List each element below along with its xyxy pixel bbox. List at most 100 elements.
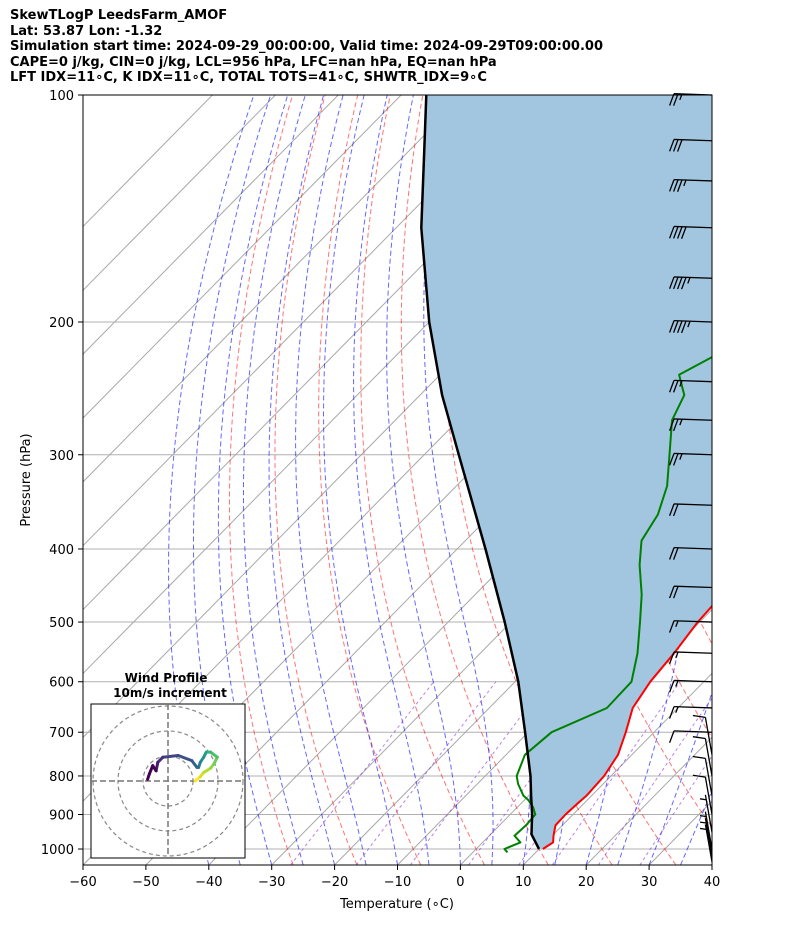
- y-tick-label: 1000: [41, 843, 74, 858]
- wind-barb: [668, 503, 713, 517]
- dry-adiabat: [781, 95, 794, 865]
- wind-barbs: [668, 93, 713, 862]
- parcel-line: [420, 95, 541, 850]
- hodograph-segment: [147, 764, 155, 776]
- wind-barb: [692, 714, 713, 755]
- dry-adiabat: [749, 95, 794, 865]
- header-time: Simulation start time: 2024-09-29_00:00:…: [10, 39, 603, 54]
- figure-header: SkewTLogP LeedsFarm_AMOF Lat: 53.87 Lon:…: [10, 8, 603, 86]
- wind-barb: [699, 824, 713, 862]
- x-tick-label: −20: [321, 875, 348, 890]
- hodograph: [91, 704, 245, 858]
- moist-adiabat: [617, 95, 694, 865]
- header-location: Lat: 53.87 Lon: -1.32: [10, 23, 163, 39]
- wind-barb: [668, 225, 713, 239]
- moist-adiabat: [680, 789, 712, 865]
- mixing-ratio-line: [551, 681, 681, 865]
- moist-adiabat: [193, 95, 272, 865]
- dry-adiabat: [274, 95, 358, 865]
- wind-barb: [668, 679, 713, 693]
- moist-adiabat: [423, 95, 494, 865]
- x-tick-label: −10: [384, 875, 411, 890]
- wind-profile-inset: Wind Profile 10m/s increment: [90, 671, 246, 859]
- inset-title: Wind Profile: [125, 671, 208, 685]
- y-tick-label: 800: [49, 770, 74, 785]
- x-tick-label: 0: [456, 875, 464, 890]
- wind-barb: [668, 276, 713, 290]
- dry-adiabat: [716, 95, 794, 865]
- mixing-ratio-line: [597, 697, 712, 865]
- y-tick-label: 200: [49, 316, 74, 331]
- profile-series: [420, 95, 712, 853]
- y-axis-label: Pressure (hPa): [19, 433, 34, 526]
- y-tick-label: 500: [49, 616, 74, 631]
- isotherm: [83, 95, 213, 228]
- wind-barb: [668, 651, 713, 665]
- isotherm: [83, 95, 528, 547]
- cape-cin-fill: [421, 95, 712, 849]
- dewpoint-line: [503, 355, 712, 853]
- wind-barb: [668, 452, 713, 466]
- y-tick-label: 700: [49, 726, 74, 741]
- x-tick-label: −60: [69, 875, 96, 890]
- wind-barb: [692, 736, 713, 777]
- y-tick-label: 300: [49, 449, 74, 464]
- wind-barb: [668, 320, 713, 334]
- moist-adiabat: [217, 95, 289, 865]
- mixing-ratio-line: [409, 681, 548, 865]
- wind-barb: [692, 774, 713, 815]
- y-axis-ticks: 1000 900 800 700 600 500 400 300 200 100: [41, 89, 83, 858]
- moist-adiabat: [711, 863, 712, 865]
- moist-adiabat: [243, 95, 306, 865]
- moist-adiabat: [648, 691, 712, 865]
- hodograph-segment: [176, 754, 194, 763]
- isotherm: [334, 481, 712, 865]
- header-title: SkewTLogP LeedsFarm_AMOF: [10, 8, 228, 23]
- moist-adiabat: [295, 95, 367, 865]
- wind-barb: [668, 730, 713, 743]
- wind-barb: [668, 705, 713, 719]
- header-stability: CAPE=0 j/kg, CIN=0 j/kg, LCL=956 hPa, LF…: [10, 54, 497, 70]
- wind-barb: [699, 811, 713, 850]
- mixing-ratio-line: [290, 681, 435, 865]
- wind-barb: [668, 620, 713, 633]
- isotherm: [775, 95, 794, 865]
- x-tick-label: 40: [704, 875, 721, 890]
- x-axis-ticks: −60 −50 −40 −30 −20 −10 0 10 20 30 40: [69, 865, 720, 890]
- wind-barb: [668, 585, 713, 599]
- y-tick-label: 600: [49, 676, 74, 691]
- moist-adiabat: [386, 95, 461, 865]
- moist-adiabat: [168, 95, 255, 865]
- x-tick-label: 20: [578, 875, 595, 890]
- isotherm: [522, 672, 712, 865]
- dry-adiabat: [360, 95, 485, 865]
- y-tick-label: 100: [49, 89, 74, 104]
- wind-barb: [668, 138, 713, 152]
- isotherm: [83, 95, 339, 355]
- mixing-ratio-line: [468, 681, 602, 865]
- isotherm: [711, 864, 712, 865]
- x-tick-label: −50: [132, 875, 159, 890]
- wind-barb: [692, 755, 713, 796]
- y-tick-label: 900: [49, 809, 74, 824]
- inset-subtitle: 10m/s increment: [113, 686, 227, 700]
- cin-area: [421, 95, 712, 849]
- x-tick-label: −30: [258, 875, 285, 890]
- dry-adiabat: [400, 95, 549, 865]
- header-indices: LFT IDX=11∘C, K IDX=11∘C, TOTAL TOTS=41∘…: [10, 70, 487, 85]
- dry-adiabat: [229, 95, 294, 865]
- isotherm: [397, 544, 712, 865]
- isotherm: [83, 95, 402, 419]
- wind-barb: [668, 379, 713, 393]
- hodograph-segment: [146, 772, 151, 781]
- dry-adiabat: [318, 95, 422, 865]
- isotherm: [83, 95, 276, 291]
- mixing-ratio-line: [355, 681, 497, 865]
- moist-adiabat: [353, 95, 430, 865]
- isotherm: [83, 95, 465, 483]
- x-axis-label: Temperature (∘C): [339, 897, 454, 912]
- moist-adiabat: [268, 95, 336, 865]
- wind-barb: [668, 418, 713, 432]
